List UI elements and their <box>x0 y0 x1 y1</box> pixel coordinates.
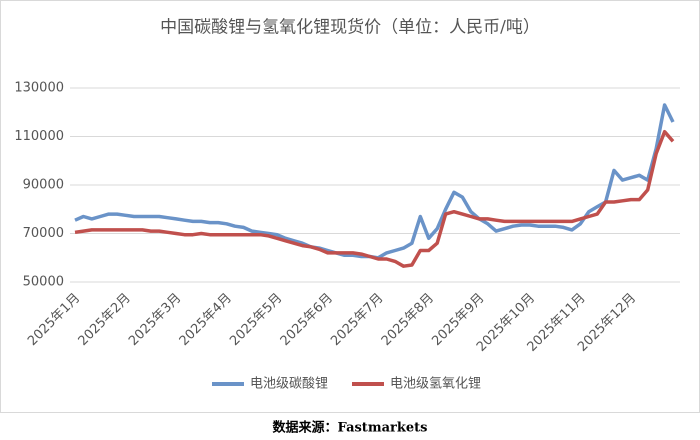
source-note: 数据来源：Fastmarkets <box>273 420 428 436</box>
chart-title: 中国碳酸锂与氢氧化锂现货价（单位：人民币/吨） <box>160 18 540 38</box>
y-tick-label: 130000 <box>14 81 64 96</box>
legend-label: 电池级氢氧化锂 <box>390 377 481 392</box>
y-tick-label: 70000 <box>23 226 64 241</box>
y-tick-label: 90000 <box>23 178 64 193</box>
y-tick-label: 50000 <box>23 275 64 290</box>
series-line <box>74 129 675 268</box>
chart-frame <box>0 0 700 413</box>
y-tick-label: 110000 <box>14 129 64 144</box>
legend-label: 电池级碳酸锂 <box>250 377 328 392</box>
